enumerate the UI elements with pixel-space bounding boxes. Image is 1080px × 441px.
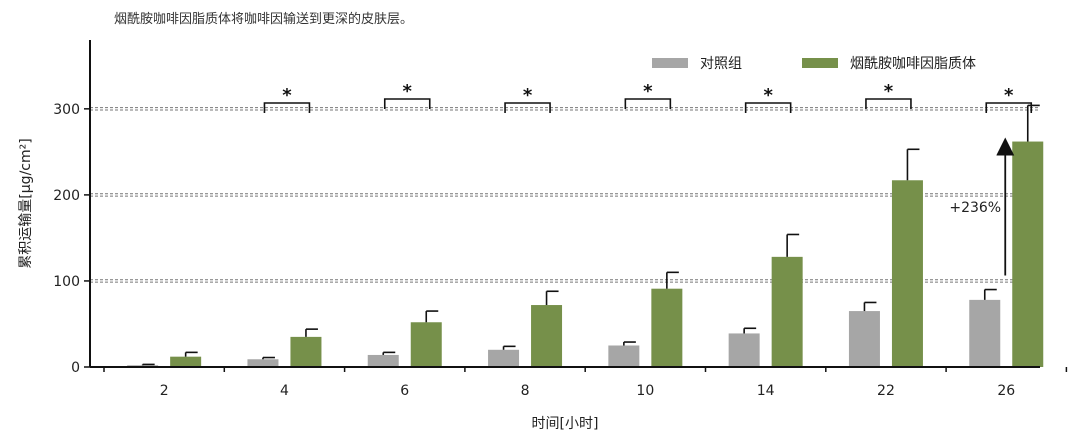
bar-control <box>367 354 399 367</box>
bar-liposome <box>410 322 442 367</box>
x-tick-label: 14 <box>757 383 775 399</box>
bar-liposome <box>290 336 322 367</box>
significance-star: * <box>1004 85 1014 106</box>
y-tick-label: 200 <box>53 188 80 204</box>
chart-caption: 烟酰胺咖啡因脂质体将咖啡因输送到更深的皮肤层。 <box>114 12 414 27</box>
bar-control <box>728 333 760 367</box>
axes-layer: 0 100 200 300 2 4 6 8 10 14 22 26 <box>53 40 1068 399</box>
x-axis-label: 时间[小时] <box>532 416 599 432</box>
significance-bracket <box>985 102 1033 113</box>
significance-bracket <box>383 98 431 109</box>
significance-layer: * * * * * * * <box>263 81 1033 276</box>
significance-star: * <box>523 85 533 106</box>
significance-star: * <box>282 85 292 106</box>
x-tick-label: 22 <box>877 383 895 399</box>
bar-liposome <box>651 288 683 367</box>
significance-bracket <box>624 98 672 109</box>
significance-bracket <box>263 102 311 113</box>
bar-control <box>247 359 279 367</box>
bar-liposome <box>891 180 923 367</box>
grid-layer <box>90 107 1040 283</box>
increase-annotation: +236% <box>949 200 1001 216</box>
bar-liposome <box>1012 141 1044 367</box>
x-tick-label: 4 <box>280 383 289 399</box>
legend-swatch <box>652 58 688 68</box>
y-tick-label: 0 <box>71 360 80 376</box>
bar-liposome <box>170 356 202 367</box>
bar-control <box>608 345 640 367</box>
significance-star: * <box>643 81 653 102</box>
y-tick-label: 300 <box>53 102 80 118</box>
significance-bracket <box>504 102 551 113</box>
y-tick-label: 100 <box>53 274 80 290</box>
significance-star: * <box>403 81 413 102</box>
legend: 对照组 烟酰胺咖啡因脂质体 <box>652 56 976 72</box>
x-tick-label: 8 <box>521 383 530 399</box>
significance-star: * <box>763 85 773 106</box>
bar-liposome <box>771 256 803 367</box>
x-tick-label: 26 <box>997 383 1015 399</box>
significance-star: * <box>884 81 894 102</box>
legend-label: 烟酰胺咖啡因脂质体 <box>850 56 976 72</box>
bar-control <box>488 349 520 367</box>
bar-liposome <box>531 305 563 367</box>
significance-bracket <box>865 98 912 109</box>
x-tick-label: 10 <box>636 383 654 399</box>
x-tick-label: 2 <box>160 383 169 399</box>
bar-control <box>969 299 1001 367</box>
significance-bracket <box>744 102 792 113</box>
bar-control <box>848 311 880 367</box>
x-tick-label: 6 <box>400 383 409 399</box>
legend-swatch <box>802 58 838 68</box>
y-axis-label: 累积运输量[μg/cm²] <box>18 138 34 268</box>
bars-layer <box>127 104 1044 367</box>
legend-label: 对照组 <box>700 56 742 72</box>
